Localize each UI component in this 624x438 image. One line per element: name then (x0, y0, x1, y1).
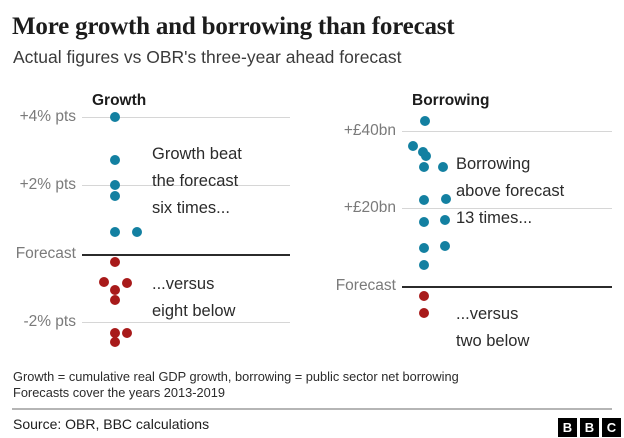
axis-tick-label: -2% pts (23, 313, 76, 330)
datapoint-above (419, 195, 429, 205)
annotation-line: above forecast (456, 182, 565, 200)
source-text: Source: OBR, BBC calculations (13, 416, 210, 432)
datapoint-below (419, 291, 429, 301)
datapoint-below (110, 285, 120, 295)
annotation-line: ...versus (152, 275, 215, 293)
datapoint-above (441, 194, 451, 204)
datapoint-below (110, 337, 120, 347)
datapoint-above (110, 227, 120, 237)
datapoint-below (419, 308, 429, 318)
datapoint-above (440, 215, 450, 225)
datapoint-above (110, 155, 120, 165)
datapoint-below (110, 328, 120, 338)
datapoint-above (110, 180, 120, 190)
datapoint-below (122, 328, 132, 338)
gridline (82, 117, 290, 118)
datapoint-above (419, 162, 429, 172)
annotation-line: Borrowing (456, 155, 531, 173)
datapoint-below (110, 295, 120, 305)
panel-borrowing-title: Borrowing (412, 92, 490, 109)
axis-tick-label: Forecast (335, 277, 396, 294)
datapoint-above (419, 243, 429, 253)
datapoint-above (419, 217, 429, 227)
chart-title: More growth and borrowing than forecast (12, 13, 455, 40)
panel-growth-annotation-above: Growth beat the forecast six times... (152, 141, 242, 222)
bbc-logo-block-1: B (558, 418, 577, 437)
axis-tick-label: +2% pts (19, 176, 76, 193)
panel-growth-annotation-below: ...versus eight below (152, 271, 235, 325)
bbc-logo-block-2: B (580, 418, 599, 437)
annotation-line: 13 times... (456, 209, 533, 227)
datapoint-below (122, 278, 132, 288)
datapoint-above (438, 162, 448, 172)
panel-borrowing-annotation-below: ...versus two below (456, 301, 529, 355)
datapoint-above (110, 112, 120, 122)
datapoint-below (110, 257, 120, 267)
annotation-line: eight below (152, 302, 236, 320)
axis-tick-label: +4% pts (19, 108, 76, 125)
gridline (402, 208, 612, 209)
axis-tick-label: +£40bn (343, 122, 396, 139)
annotation-line: the forecast (152, 172, 239, 190)
annotation-line: ...versus (456, 305, 519, 323)
annotation-line: two below (456, 332, 530, 350)
gridline (402, 131, 612, 132)
datapoint-above (421, 151, 431, 161)
datapoint-above (420, 116, 430, 126)
panel-borrowing-annotation-above: Borrowing above forecast 13 times... (456, 151, 564, 232)
datapoint-above (110, 191, 120, 201)
gridline (82, 322, 290, 323)
axis-tick-label: +£20bn (343, 199, 396, 216)
datapoint-above (408, 141, 418, 151)
forecast-baseline (402, 286, 612, 288)
source-divider (12, 408, 612, 410)
footnote-line-1: Growth = cumulative real GDP growth, bor… (13, 369, 459, 384)
chart-subtitle: Actual figures vs OBR's three-year ahead… (13, 47, 402, 67)
annotation-line: six times... (152, 199, 230, 217)
axis-tick-label: Forecast (15, 245, 76, 262)
bbc-logo-block-3: C (602, 418, 621, 437)
footnote-line-2: Forecasts cover the years 2013-2019 (13, 385, 225, 400)
gridline (82, 185, 290, 186)
forecast-baseline (82, 254, 290, 256)
datapoint-above (132, 227, 142, 237)
datapoint-above (419, 260, 429, 270)
datapoint-below (99, 277, 109, 287)
annotation-line: Growth beat (152, 145, 242, 163)
datapoint-above (440, 241, 450, 251)
panel-growth-title: Growth (92, 92, 147, 109)
